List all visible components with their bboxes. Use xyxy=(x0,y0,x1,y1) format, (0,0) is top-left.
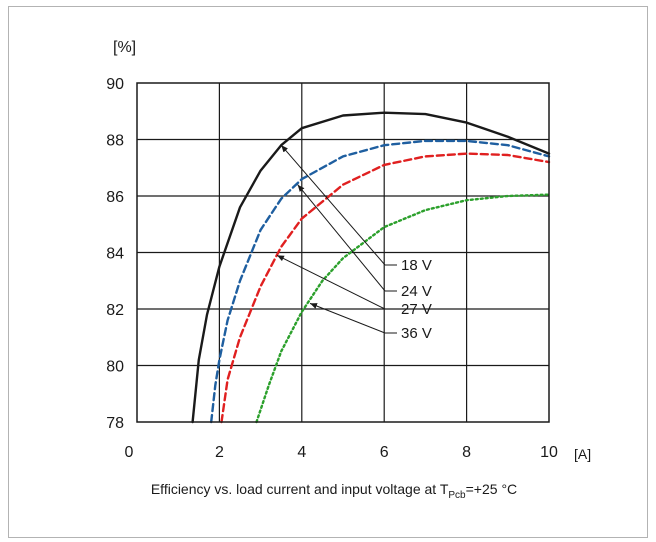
leader-arrow-1 xyxy=(297,184,386,292)
caption-prefix: Efficiency vs. load current and input vo… xyxy=(151,481,449,497)
chart-frame xyxy=(8,6,648,538)
x-tick-label-0: 0 xyxy=(125,444,134,461)
x-tick-label-4: 8 xyxy=(462,444,471,461)
y-tick-label-2: 82 xyxy=(106,302,124,319)
legend-label-18-v: 18 V xyxy=(401,257,432,274)
x-tick-label-5: 10 xyxy=(540,444,558,461)
tick-labels: 0 2 4 6 8 10 78 80 82 84 86 88 90 xyxy=(106,76,558,461)
plot-border xyxy=(136,82,550,423)
series-line-36-v xyxy=(255,193,551,424)
series-line-18-v xyxy=(191,111,551,424)
y-tick-label-4: 86 xyxy=(106,189,124,206)
axes xyxy=(136,82,550,423)
leader-arrow-2 xyxy=(276,254,386,310)
legend-label-24-v: 24 V xyxy=(401,283,432,300)
y-tick-label-5: 88 xyxy=(106,133,124,150)
x-axis-label: [A] xyxy=(574,446,591,462)
chart-caption: Efficiency vs. load current and input vo… xyxy=(151,481,517,501)
leader-arrow-0 xyxy=(280,144,386,266)
series-line-27-v xyxy=(220,152,551,424)
legend-label-36-v: 36 V xyxy=(401,325,432,342)
y-tick-label-3: 84 xyxy=(106,246,124,263)
legend-label-27-v: 27 V xyxy=(401,301,432,318)
x-tick-label-3: 6 xyxy=(380,444,389,461)
series-line-24-v xyxy=(210,139,551,424)
y-axis-label: [%] xyxy=(113,39,136,56)
y-tick-label-6: 90 xyxy=(106,76,124,93)
caption-subscript: Pcb xyxy=(448,490,466,501)
y-tick-label-0: 78 xyxy=(106,415,124,432)
x-tick-label-1: 2 xyxy=(215,444,224,461)
caption-suffix: =+25 °C xyxy=(466,481,518,497)
y-tick-label-1: 80 xyxy=(106,359,124,376)
leader-arrow-3 xyxy=(309,302,386,334)
series-layer xyxy=(191,111,551,424)
legend: 18 V 24 V27 V 36 V xyxy=(276,144,432,342)
x-tick-label-2: 4 xyxy=(297,444,306,461)
